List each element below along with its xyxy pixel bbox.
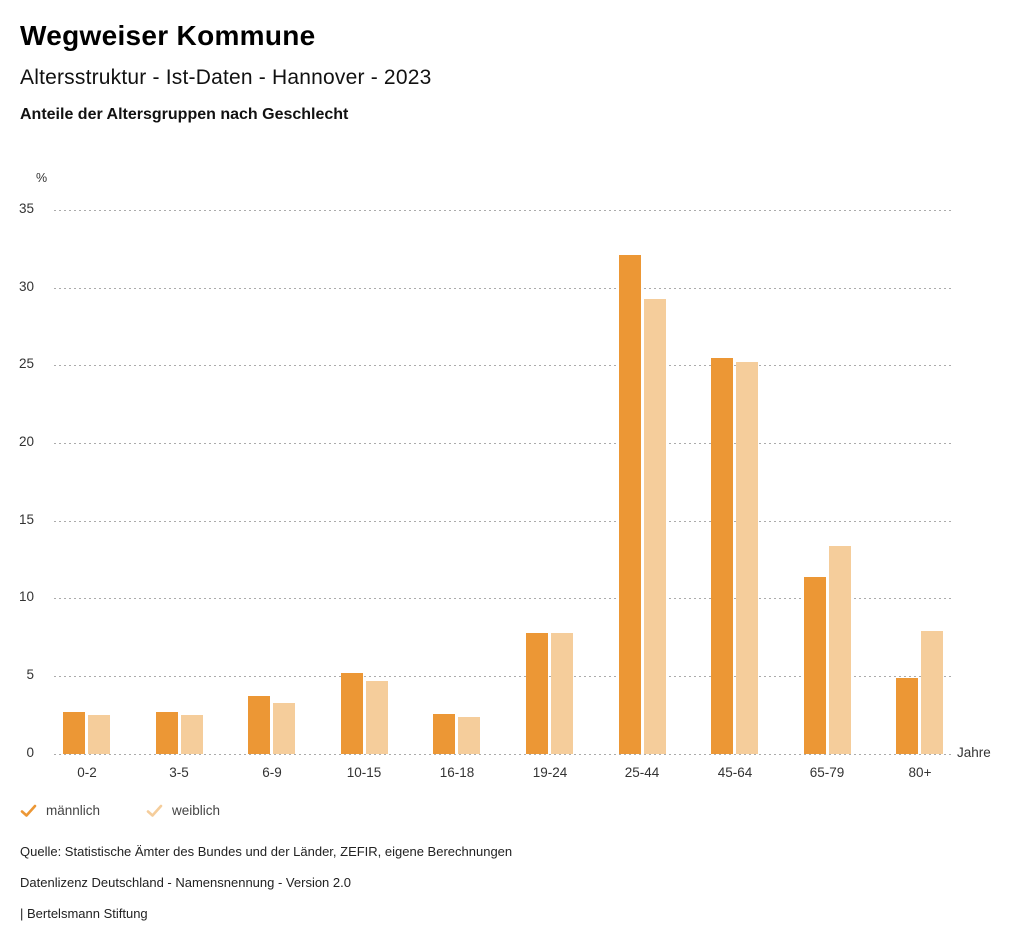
check-mark-icon bbox=[20, 804, 37, 818]
bar-weiblich-10-15[interactable] bbox=[366, 681, 388, 754]
bar-weiblich-3-5[interactable] bbox=[181, 715, 203, 754]
x-tick-16-18: 16-18 bbox=[439, 765, 475, 780]
footer-attribution-text: | Bertelsmann Stiftung bbox=[20, 906, 148, 921]
gridline-10 bbox=[54, 598, 952, 599]
x-tick-3-5: 3-5 bbox=[169, 765, 189, 780]
bar-weiblich-0-2[interactable] bbox=[88, 715, 110, 754]
legend-label-maennlich: männlich bbox=[46, 803, 101, 818]
chart-heading: Anteile der Altersgruppen nach Geschlech… bbox=[20, 106, 349, 123]
bar-weiblich-80+[interactable] bbox=[921, 631, 943, 754]
gridline-15 bbox=[54, 521, 952, 522]
gridline-5 bbox=[54, 676, 952, 677]
bar-männlich-80+[interactable] bbox=[896, 678, 918, 754]
x-tick-0-2: 0-2 bbox=[77, 765, 97, 780]
bar-männlich-0-2[interactable] bbox=[63, 712, 85, 754]
x-tick-19-24: 19-24 bbox=[532, 765, 568, 780]
page-title: Wegweiser Kommune bbox=[20, 20, 316, 51]
bar-männlich-45-64[interactable] bbox=[711, 358, 733, 754]
y-tick-5: 5 bbox=[26, 667, 34, 682]
y-tick-0: 0 bbox=[26, 745, 34, 760]
bar-weiblich-19-24[interactable] bbox=[551, 633, 573, 754]
bar-männlich-6-9[interactable] bbox=[248, 696, 270, 754]
legend-item-weiblich[interactable]: weiblich bbox=[146, 803, 220, 818]
x-axis-label: Jahre bbox=[957, 745, 991, 760]
y-tick-10: 10 bbox=[18, 589, 34, 604]
gridline-0 bbox=[54, 754, 952, 755]
bar-weiblich-16-18[interactable] bbox=[458, 717, 480, 754]
footer-source-text: Quelle: Statistische Ämter des Bundes un… bbox=[20, 844, 513, 859]
bar-männlich-65-79[interactable] bbox=[804, 577, 826, 754]
chart-legend: männlich weiblich bbox=[20, 803, 220, 818]
bar-männlich-16-18[interactable] bbox=[433, 714, 455, 754]
y-tick-35: 35 bbox=[18, 201, 34, 216]
gridline-20 bbox=[54, 443, 952, 444]
y-tick-20: 20 bbox=[18, 434, 34, 449]
y-tick-25: 25 bbox=[18, 356, 34, 371]
footer-license-text: Datenlizenz Deutschland - Namensnennung … bbox=[20, 875, 351, 890]
y-tick-30: 30 bbox=[18, 279, 34, 294]
bar-männlich-10-15[interactable] bbox=[341, 673, 363, 754]
bar-weiblich-25-44[interactable] bbox=[644, 299, 666, 754]
legend-label-weiblich: weiblich bbox=[172, 803, 221, 818]
gridline-25 bbox=[54, 365, 952, 366]
x-tick-45-64: 45-64 bbox=[717, 765, 753, 780]
chart-subtitle: Altersstruktur - Ist-Daten - Hannover - … bbox=[20, 66, 432, 89]
x-tick-65-79: 65-79 bbox=[809, 765, 845, 780]
legend-item-maennlich[interactable]: männlich bbox=[20, 803, 100, 818]
y-tick-15: 15 bbox=[18, 512, 34, 527]
gridline-30 bbox=[54, 288, 952, 289]
y-axis-unit-label: % bbox=[36, 171, 48, 185]
x-tick-10-15: 10-15 bbox=[346, 765, 382, 780]
x-tick-25-44: 25-44 bbox=[624, 765, 660, 780]
bar-weiblich-6-9[interactable] bbox=[273, 703, 295, 754]
gridline-35 bbox=[54, 210, 952, 211]
bar-männlich-19-24[interactable] bbox=[526, 633, 548, 754]
check-mark-icon bbox=[146, 804, 163, 818]
bar-weiblich-45-64[interactable] bbox=[736, 362, 758, 754]
bar-weiblich-65-79[interactable] bbox=[829, 546, 851, 754]
x-tick-6-9: 6-9 bbox=[262, 765, 282, 780]
bar-männlich-25-44[interactable] bbox=[619, 255, 641, 754]
bar-männlich-3-5[interactable] bbox=[156, 712, 178, 754]
x-tick-80+: 80+ bbox=[908, 765, 932, 780]
